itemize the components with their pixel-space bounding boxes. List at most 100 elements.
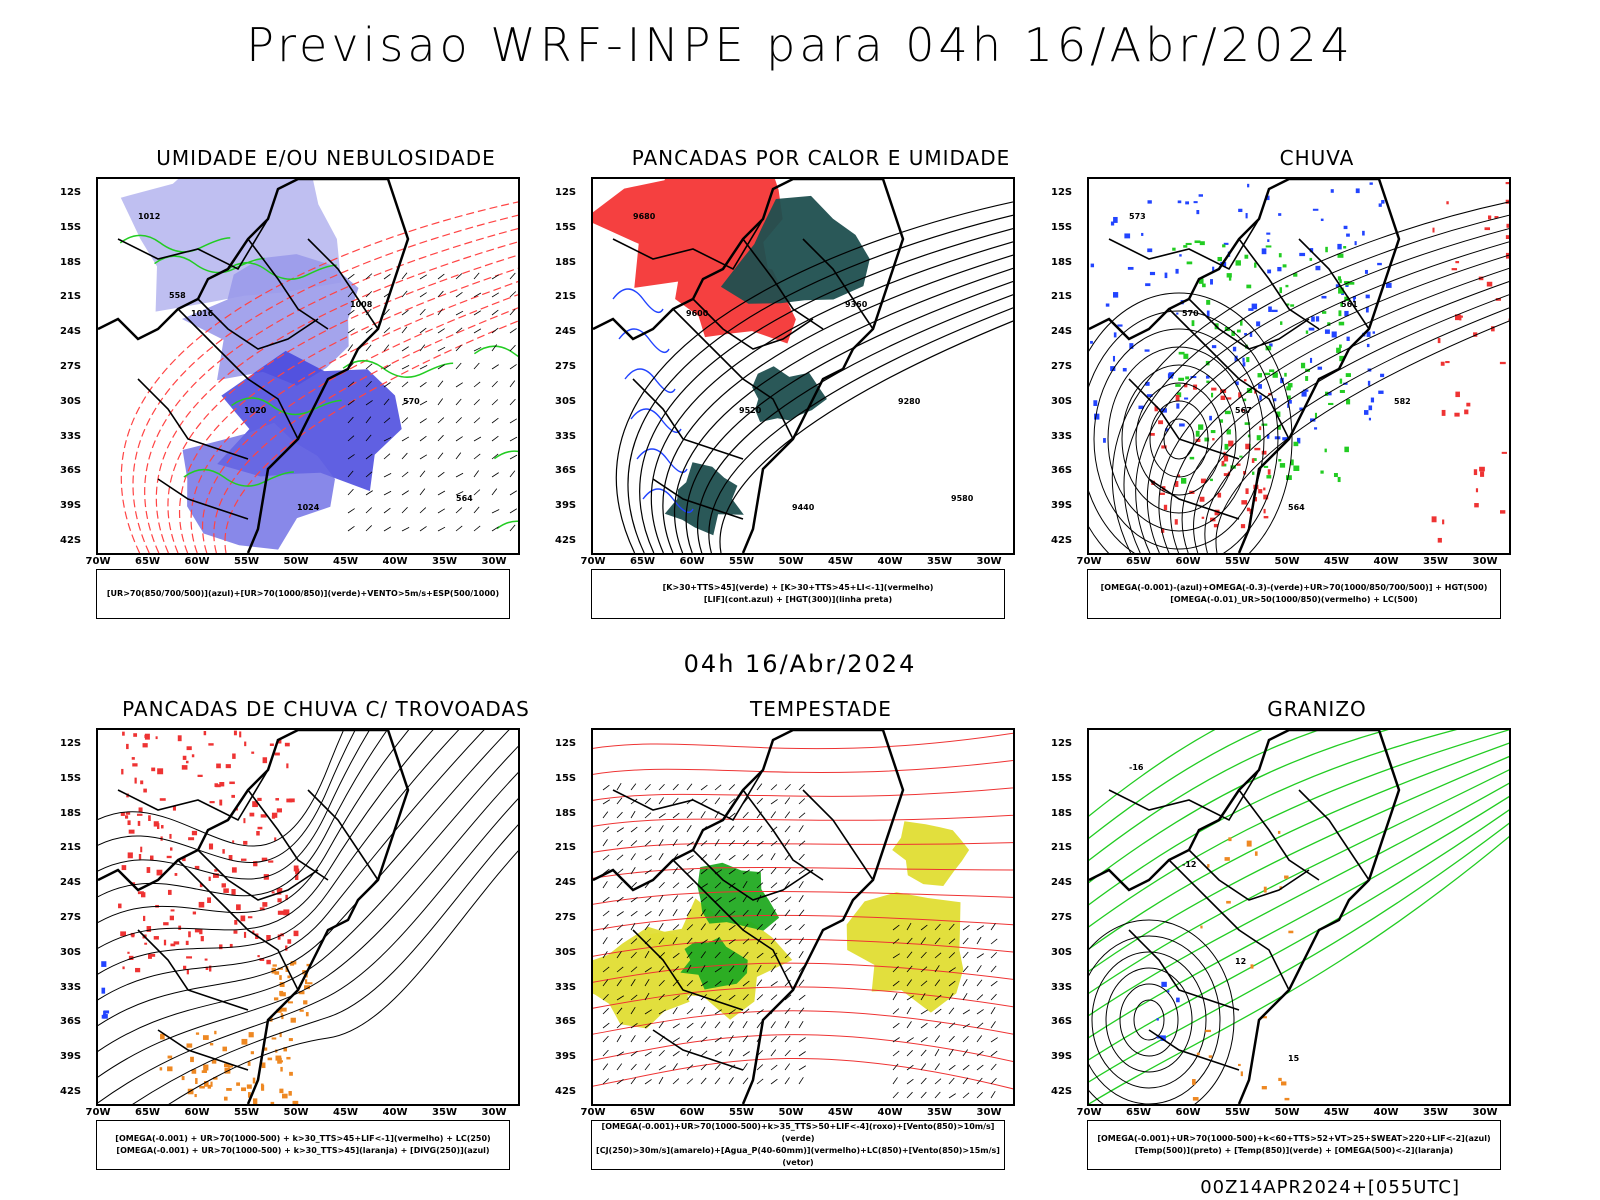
precip-speckle: [251, 751, 255, 754]
lon-tick-label: 50W: [778, 1107, 804, 1118]
wind-vector: [756, 868, 764, 875]
wind-vector: [770, 867, 777, 875]
wind-vector: [948, 1064, 956, 1071]
precip-speckle: [1284, 372, 1287, 377]
wind-vector: [401, 381, 409, 388]
wind-vector: [383, 327, 391, 334]
precip-speckle: [261, 1062, 266, 1069]
precip-speckle: [1354, 241, 1357, 246]
precip-speckle: [182, 857, 186, 862]
precip-speckle: [1466, 402, 1471, 407]
wind-vector: [990, 923, 996, 931]
wind-vector: [401, 490, 409, 496]
precip-speckle: [1224, 410, 1231, 415]
precip-speckle: [1176, 997, 1180, 1003]
temp850-contour: [1089, 795, 1509, 1039]
wind-vector: [714, 853, 721, 861]
wind-vector: [742, 1035, 749, 1043]
precip-speckle: [231, 889, 236, 895]
wind-vector: [962, 937, 969, 945]
wind-vector: [644, 910, 652, 917]
precip-speckle: [1437, 338, 1441, 344]
wind-vector: [742, 811, 749, 819]
wind-vector: [700, 1050, 708, 1057]
state-border: [672, 308, 794, 440]
precip-speckle: [1385, 282, 1392, 288]
precip-speckle: [144, 942, 148, 945]
precip-speckle: [1240, 524, 1246, 529]
spacer: [455, 184, 482, 204]
lat-tick-label: 12S: [1051, 187, 1073, 198]
precip-speckle: [1164, 272, 1168, 279]
precip-speckle: [1269, 343, 1273, 347]
wind-vector: [756, 952, 764, 959]
coastline: [1089, 730, 1401, 1104]
precip-speckle: [1175, 395, 1180, 401]
precip-speckle: [283, 909, 290, 916]
wind-vector: [383, 490, 392, 496]
legend-line: [LIF](cont.azul) + [HGT(300)](linha pret…: [703, 595, 893, 604]
precip-speckle: [1345, 373, 1351, 377]
wind-vector: [728, 924, 736, 931]
lat-tick-label: 12S: [555, 187, 577, 198]
precip-speckle: [1240, 1071, 1243, 1077]
wind-vector: [658, 1009, 667, 1015]
precip-speckle: [1484, 227, 1491, 231]
precip-speckle: [1344, 446, 1349, 453]
contour-value-label: 9440: [792, 503, 815, 512]
precip-speckle: [1179, 254, 1182, 257]
wind-vector: [419, 526, 427, 532]
wind-vector: [770, 897, 778, 903]
precip-speckle: [1190, 376, 1197, 379]
precip-speckle: [1090, 340, 1093, 344]
lat-tick-label: 15S: [555, 221, 577, 233]
lat-tick-label: 24S: [1051, 326, 1073, 338]
precip-speckle: [1257, 373, 1263, 378]
humidity-contour-green: [496, 520, 518, 530]
isoline-closed: [1163, 418, 1195, 460]
precip-speckle: [1320, 218, 1324, 222]
lon-tick-label: 50W: [283, 556, 309, 567]
wind-vector: [990, 1037, 998, 1043]
wind-vector: [742, 1077, 749, 1085]
precip-speckle: [269, 1017, 273, 1022]
precip-speckle: [210, 1081, 213, 1087]
wind-area-green: [680, 937, 748, 990]
lon-tick-label: 70W: [1076, 556, 1102, 567]
panel-title: CHUVA: [1279, 146, 1355, 170]
legend-line: [OMEGA(-0.001)+UR>70(1000-500)+k<60+TTS>…: [1097, 1134, 1491, 1143]
wind-vector: [962, 1092, 970, 1099]
wind-vector: [365, 363, 373, 370]
wind-vector: [686, 825, 692, 833]
wind-vector: [798, 812, 806, 819]
legend-line: [CJ(250)>30m/s](amarelo)+[Agua_P(40-60mm…: [596, 1146, 1000, 1167]
contour-value-label: 9360: [845, 300, 868, 309]
contour-value-label: 12: [1235, 957, 1246, 966]
wind-vector: [700, 981, 708, 987]
wind-vector: [728, 840, 736, 847]
lat-tick-label: 42S: [1051, 1086, 1073, 1097]
precip-speckle: [1258, 489, 1263, 494]
precip-speckle: [194, 865, 200, 870]
precip-speckle: [1263, 508, 1266, 514]
precip-speckle: [213, 1077, 218, 1080]
isoline: [1170, 267, 1509, 553]
wind-vector: [630, 896, 638, 903]
precip-speckle: [1165, 428, 1169, 432]
wind-vector: [948, 938, 956, 945]
wind-vector: [770, 840, 778, 847]
precip-speckle: [1263, 515, 1269, 519]
precip-speckle: [1220, 395, 1226, 401]
precip-speckle: [128, 955, 134, 960]
lon-tick-label: 50W: [1274, 1107, 1300, 1118]
lat-tick-label: 33S: [60, 981, 82, 993]
precip-speckle: [1212, 266, 1215, 273]
wind-vector: [784, 1077, 790, 1085]
precip-speckle: [1251, 303, 1258, 310]
precip-speckle: [1211, 345, 1217, 349]
lat-tick-label: 12S: [555, 738, 577, 749]
state-border: [247, 789, 329, 881]
precip-speckle: [1277, 266, 1282, 272]
precip-speckle: [226, 1088, 232, 1091]
precip-speckle: [1206, 380, 1210, 383]
